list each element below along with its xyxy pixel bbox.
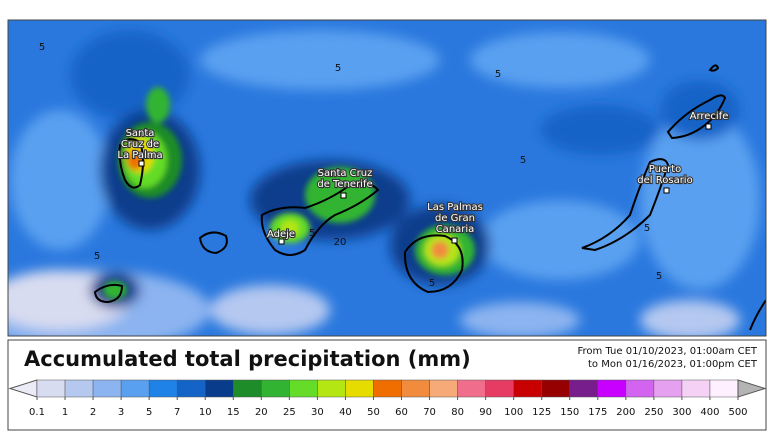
city-label: Santa [126, 128, 155, 139]
color-box [429, 379, 458, 398]
period-end: to Mon 01/16/2023, 01:00pm CET [588, 359, 758, 370]
contour-label: 5 [495, 69, 501, 80]
contour-label: 5 [94, 251, 100, 262]
contour-label: 5 [656, 271, 662, 282]
period-start: From Tue 01/10/2023, 01:00am CET [578, 346, 758, 357]
contour-label: 5 [429, 278, 435, 289]
tick-label: 2 [90, 407, 96, 418]
city-marker [138, 160, 145, 167]
color-box [569, 379, 599, 398]
contour-label: 20 [334, 237, 347, 248]
color-box [373, 379, 402, 398]
color-box [176, 379, 206, 398]
over-arrow [737, 379, 767, 398]
tick-label: 0.1 [29, 407, 45, 418]
color-box [625, 379, 655, 398]
city-label: de Gran [435, 213, 475, 224]
city-label: de Tenerife [317, 179, 372, 190]
color-box [541, 379, 571, 398]
color-box [457, 379, 486, 398]
tick-label: 1 [62, 407, 68, 418]
tick-label: 40 [339, 407, 352, 418]
tick-label: 70 [423, 407, 436, 418]
tick-label: 30 [311, 407, 324, 418]
color-box [261, 379, 290, 398]
color-box [233, 379, 262, 398]
tick-label: 175 [588, 407, 607, 418]
city-label: Santa Cruz [318, 168, 373, 179]
color-box [317, 379, 346, 398]
contour-label: 5 [309, 228, 315, 239]
color-box [64, 379, 94, 398]
color-box [597, 379, 627, 398]
tick-label: 25 [283, 407, 296, 418]
contour-label: 5 [39, 42, 45, 53]
color-box [120, 379, 150, 398]
color-box [204, 379, 234, 398]
tick-label: 5 [146, 407, 152, 418]
tick-label: 150 [560, 407, 579, 418]
color-box [709, 379, 739, 398]
tick-label: 250 [644, 407, 663, 418]
map-frame [7, 19, 767, 337]
tick-label: 15 [227, 407, 240, 418]
tick-label: 20 [255, 407, 268, 418]
color-box [148, 379, 178, 398]
tick-label: 100 [504, 407, 523, 418]
color-box [485, 379, 514, 398]
city-label: Canaria [436, 224, 475, 235]
tick-label: 7 [174, 407, 180, 418]
city-marker [340, 192, 347, 199]
city-label: Cruz de [121, 139, 159, 150]
tick-label: 3 [118, 407, 124, 418]
tick-label: 50 [367, 407, 380, 418]
city-marker [278, 238, 285, 245]
tick-label: 125 [532, 407, 551, 418]
city-label: La Palma [117, 150, 162, 161]
color-box [681, 379, 711, 398]
tick-label: 500 [728, 407, 747, 418]
tick-label: 200 [616, 407, 635, 418]
city-marker [705, 123, 712, 130]
city-label: Adeje [267, 229, 295, 240]
tick-label: 300 [672, 407, 691, 418]
city-marker [663, 187, 670, 194]
city-label: Puerto [649, 164, 682, 175]
city-label: del Rosario [637, 175, 692, 186]
tick-label: 90 [479, 407, 492, 418]
contour-label: 5 [644, 223, 650, 234]
contour-label: 5 [335, 63, 341, 74]
city-label: Las Palmas [427, 202, 483, 213]
tick-label: 10 [199, 407, 212, 418]
color-box [345, 379, 374, 398]
color-box [36, 379, 66, 398]
color-box [92, 379, 122, 398]
contour-label: 5 [520, 155, 526, 166]
color-box [401, 379, 430, 398]
color-box [289, 379, 318, 398]
color-box [653, 379, 683, 398]
colorbar: 0.1 1 2 3 5 7 10 15 20 25 30 40 50 60 70 80 90 100 125 150 1… [8, 379, 767, 418]
tick-label: 80 [451, 407, 464, 418]
color-box [513, 379, 542, 398]
city-label: Arrecife [690, 111, 729, 122]
tick-label: 400 [700, 407, 719, 418]
city-marker [451, 237, 458, 244]
tick-label: 60 [395, 407, 408, 418]
legend-title: Accumulated total precipitation (mm) [24, 347, 471, 371]
